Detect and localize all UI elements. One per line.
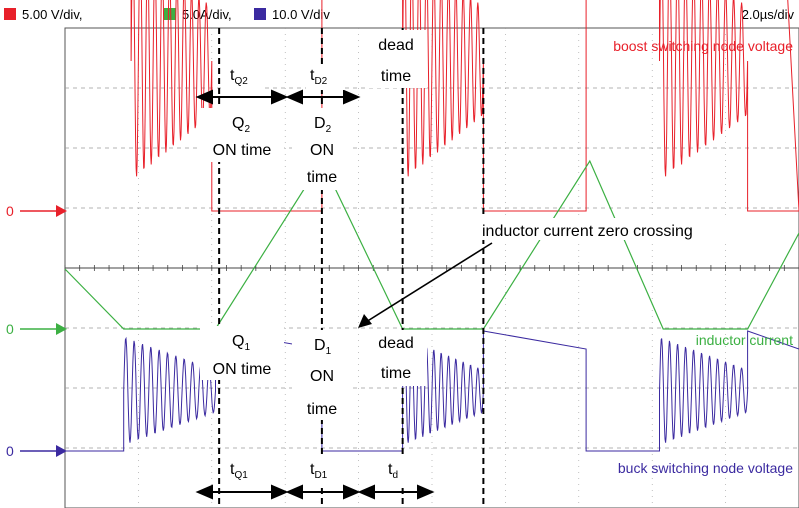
ground-marker-boost: 0	[6, 203, 67, 219]
timebase-readout: 2.0µs/div	[742, 7, 795, 22]
channel-1-scale: 5.00 V/div,	[22, 7, 82, 22]
upper-dead-time-label-1: dead	[378, 37, 414, 54]
t-q1-label: tQ1	[230, 461, 248, 481]
lower-dead-time-label-2: time	[381, 365, 411, 382]
grid	[64, 28, 799, 508]
ground-marker-buck: 0	[6, 443, 67, 459]
t-d-label: td	[388, 461, 398, 481]
ground-arrow-buck	[56, 445, 67, 457]
ground-arrow-boost	[56, 205, 67, 217]
d2-time-label: time	[307, 169, 337, 186]
buck-switching-node-trace	[65, 330, 799, 452]
ground-marker-inductor: 0	[6, 321, 67, 337]
upper-dead-time-label-2: time	[381, 68, 411, 85]
zero-crossing-label: inductor current zero crossing	[482, 223, 693, 240]
channel-1-swatch	[4, 8, 16, 20]
d2-label: D2	[314, 115, 332, 135]
d1-on-label: ON	[310, 368, 334, 385]
q1-label: Q1	[232, 333, 250, 353]
inductor-trace-label: inductor current	[696, 332, 793, 348]
channel-3-scale: 10.0 V/div	[272, 7, 330, 22]
ground-label-inductor: 0	[6, 321, 14, 337]
lower-interval-arrows	[195, 484, 435, 500]
ground-arrow-inductor	[56, 323, 67, 335]
inductor-current-trace	[64, 159, 799, 330]
q1-on-time-label: ON time	[213, 361, 272, 378]
d2-on-label: ON	[310, 142, 334, 159]
upper-interval-arrows	[195, 89, 361, 105]
boost-switching-node-trace	[130, 0, 799, 212]
t-d1-label: tD1	[310, 461, 328, 481]
zero-crossing-arrow	[365, 242, 493, 323]
boost-trace-label: boost switching node voltage	[613, 38, 793, 54]
channel-legend: 5.00 V/div, 5.0A/div, 10.0 V/div	[4, 7, 330, 22]
q2-on-time-label: ON time	[213, 142, 272, 159]
lower-dead-time-label-1: dead	[378, 335, 414, 352]
d1-time-label: time	[307, 401, 337, 418]
channel-2-swatch	[164, 8, 176, 20]
t-q2-label: tQ2	[230, 67, 248, 87]
channel-3-swatch	[254, 8, 266, 20]
ground-label-buck: 0	[6, 443, 14, 459]
buck-trace-label: buck switching node voltage	[618, 460, 793, 476]
d1-label: D1	[314, 337, 332, 357]
t-d2-label: tD2	[310, 67, 328, 87]
q2-label: Q2	[232, 115, 250, 135]
ground-label-boost: 0	[6, 203, 14, 219]
